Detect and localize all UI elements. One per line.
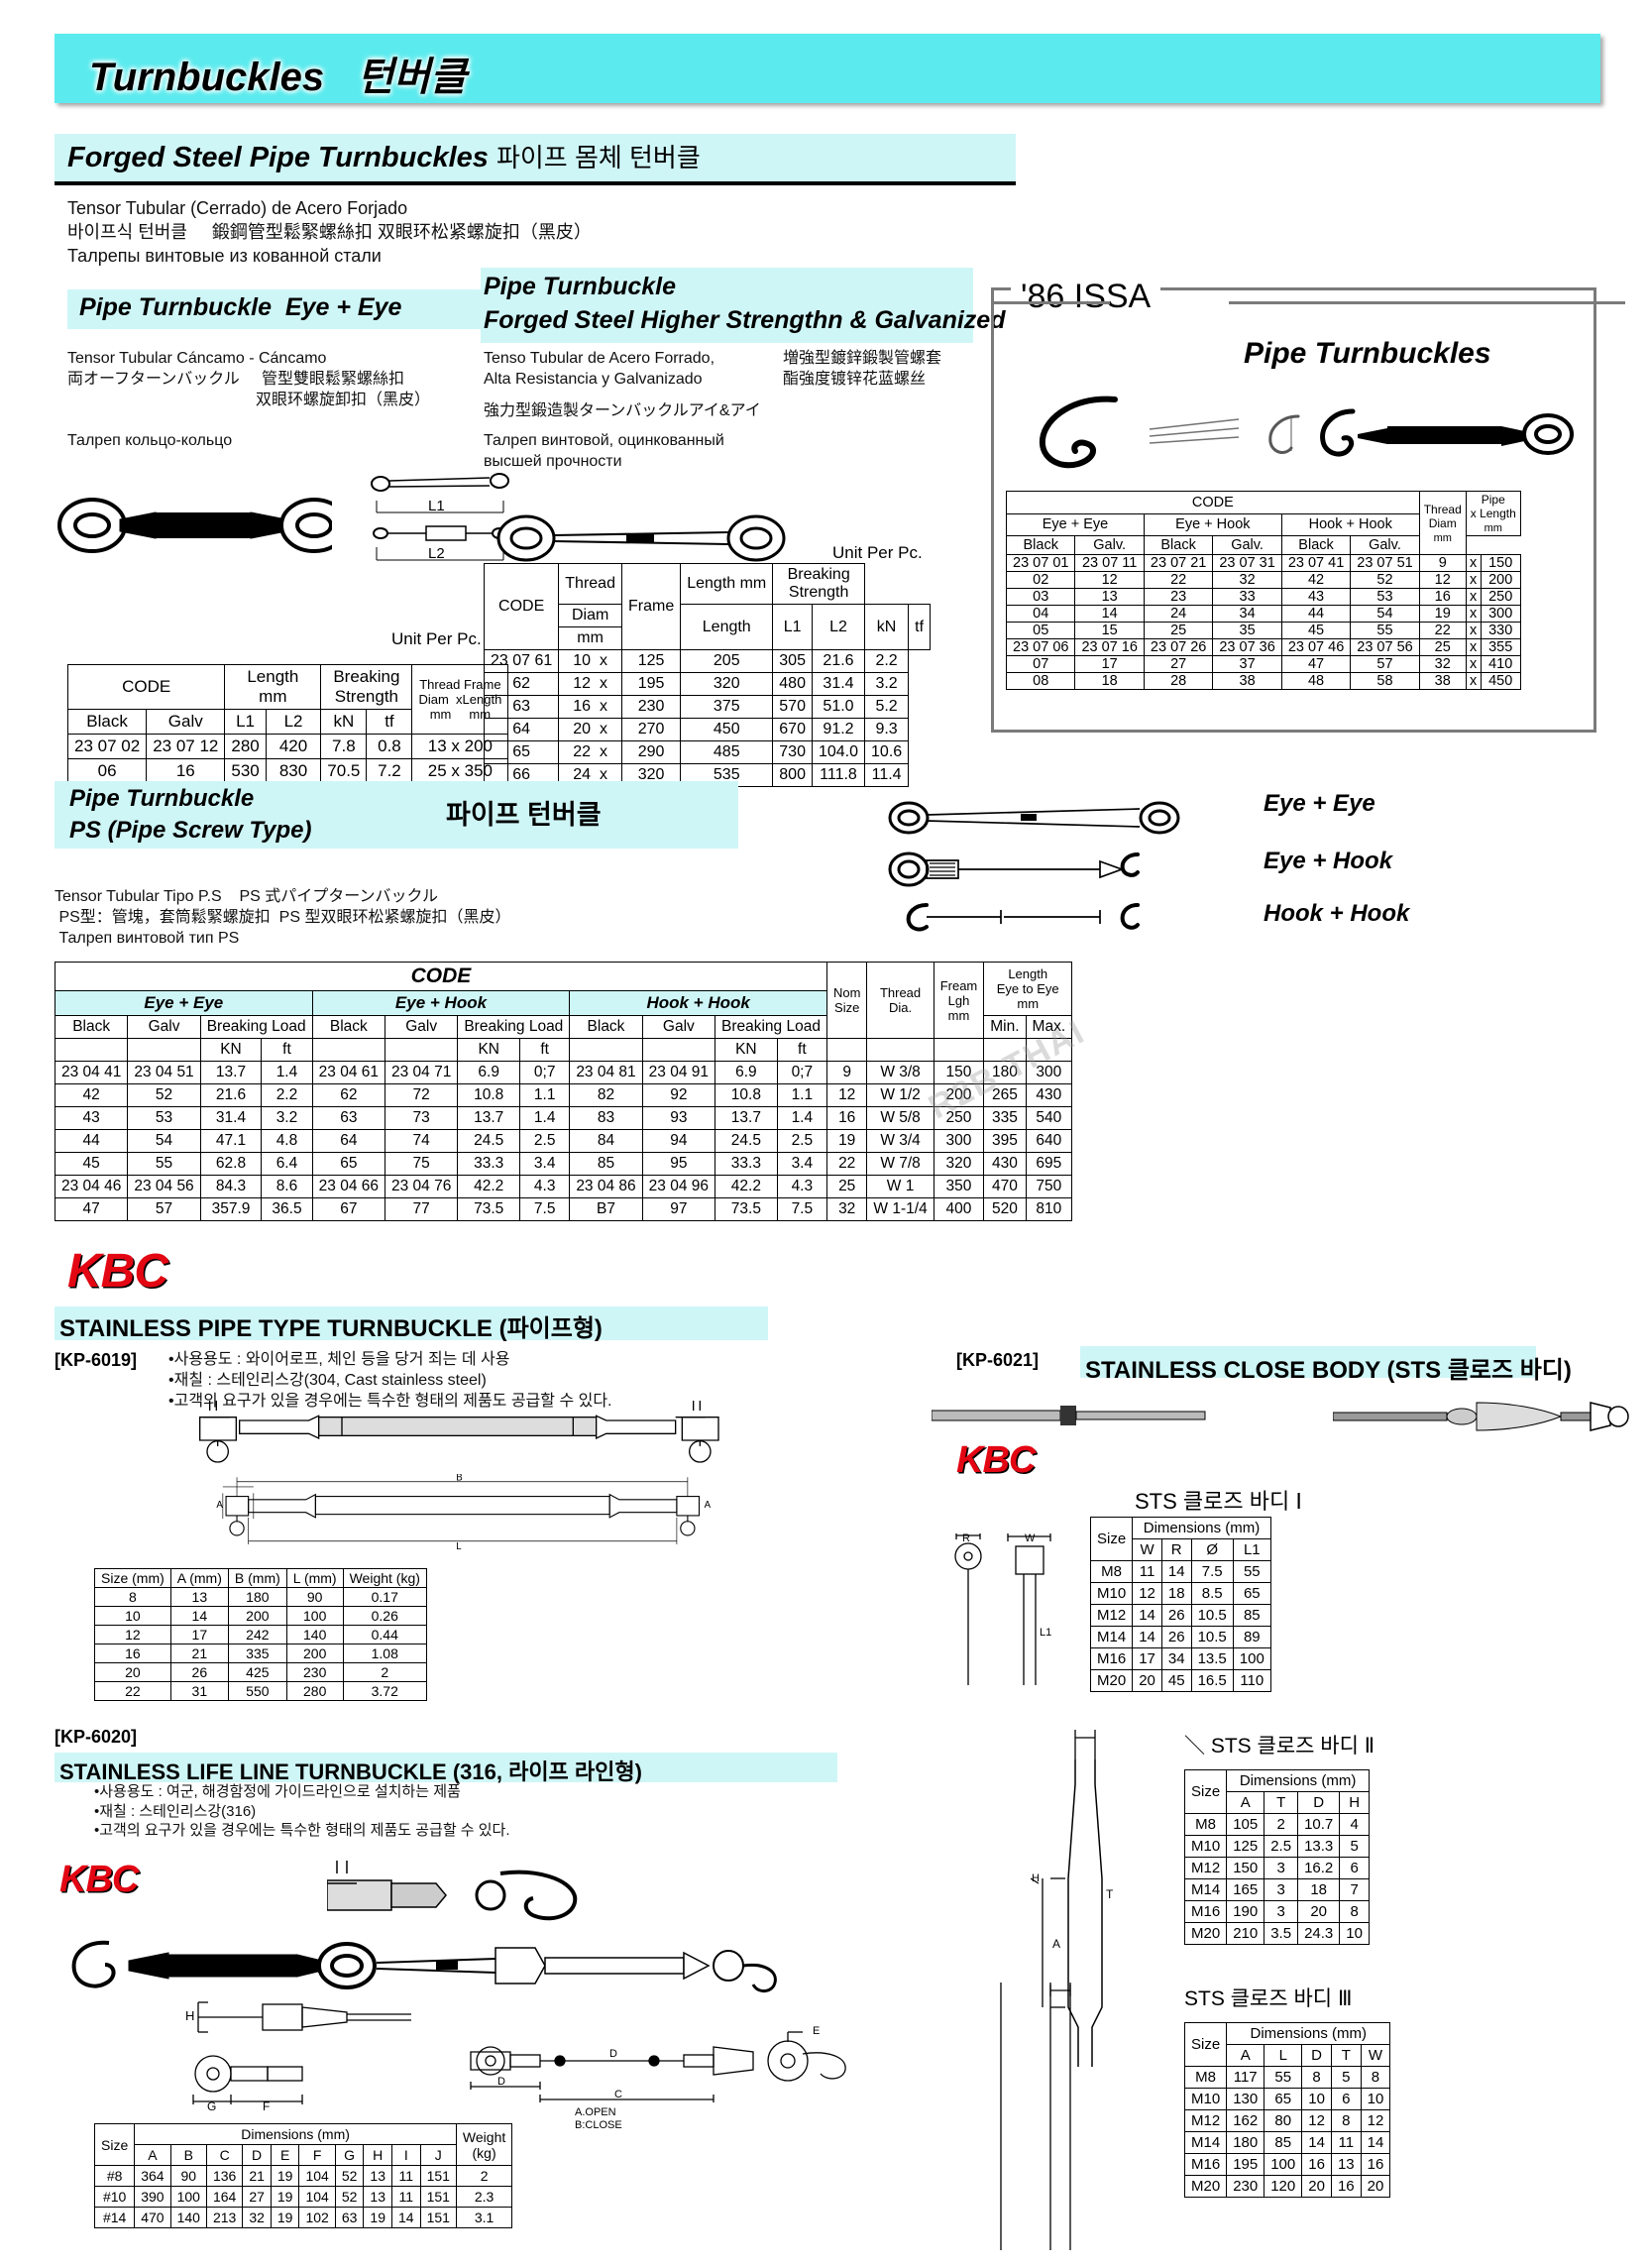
svg-text:R: R xyxy=(962,1532,970,1544)
svg-text:E: E xyxy=(813,2025,820,2037)
svg-text:L1: L1 xyxy=(428,498,445,514)
svg-text:A: A xyxy=(216,1500,223,1511)
svg-text:D: D xyxy=(497,2076,505,2088)
svg-text:H: H xyxy=(185,2008,194,2023)
svg-text:T: T xyxy=(1106,1887,1114,1901)
svg-text:A.OPEN: A.OPEN xyxy=(575,2106,616,2118)
svg-text:C: C xyxy=(614,2089,622,2100)
svg-text:F: F xyxy=(263,2099,270,2111)
svg-text:B: B xyxy=(456,1474,462,1483)
svg-text:L2: L2 xyxy=(428,545,445,562)
svg-text:L1: L1 xyxy=(1040,1627,1051,1639)
svg-text:D: D xyxy=(609,2048,617,2060)
svg-text:B:CLOSE: B:CLOSE xyxy=(575,2119,622,2131)
svg-text:A: A xyxy=(1052,1937,1060,1951)
svg-text:H: H xyxy=(1032,1872,1040,1884)
svg-text:W: W xyxy=(1025,1532,1036,1544)
svg-text:G: G xyxy=(207,2099,216,2111)
svg-text:L: L xyxy=(456,1541,462,1552)
svg-text:A: A xyxy=(705,1500,712,1511)
